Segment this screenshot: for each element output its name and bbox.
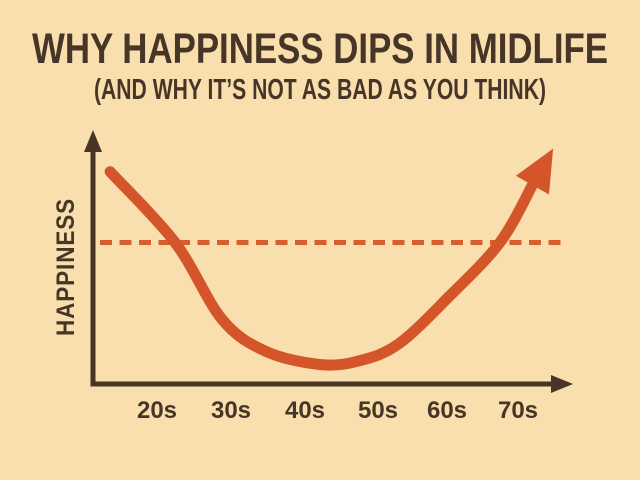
y-axis-label: HAPPINESS — [52, 198, 80, 336]
x-tick-70s: 70s — [498, 397, 538, 424]
x-tick-50s: 50s — [358, 397, 398, 424]
y-axis-arrowhead-icon — [84, 130, 102, 152]
page-subtitle: (AND WHY IT’S NOT AS BAD AS YOU THINK) — [94, 74, 546, 106]
page-title: WHY HAPPINESS DIPS IN MIDLIFE — [32, 25, 608, 73]
x-tick-30s: 30s — [211, 397, 251, 424]
axes-lines — [90, 150, 556, 387]
happiness-curve — [104, 166, 538, 371]
x-axis-arrowhead-icon — [551, 375, 573, 393]
curve-arrowhead-icon — [515, 148, 554, 195]
x-tick-60s: 60s — [427, 397, 467, 424]
x-tick-20s: 20s — [137, 397, 177, 424]
x-tick-40s: 40s — [285, 397, 325, 424]
x-axis-tick-labels: 20s 30s 40s 50s 60s 70s — [137, 397, 538, 424]
